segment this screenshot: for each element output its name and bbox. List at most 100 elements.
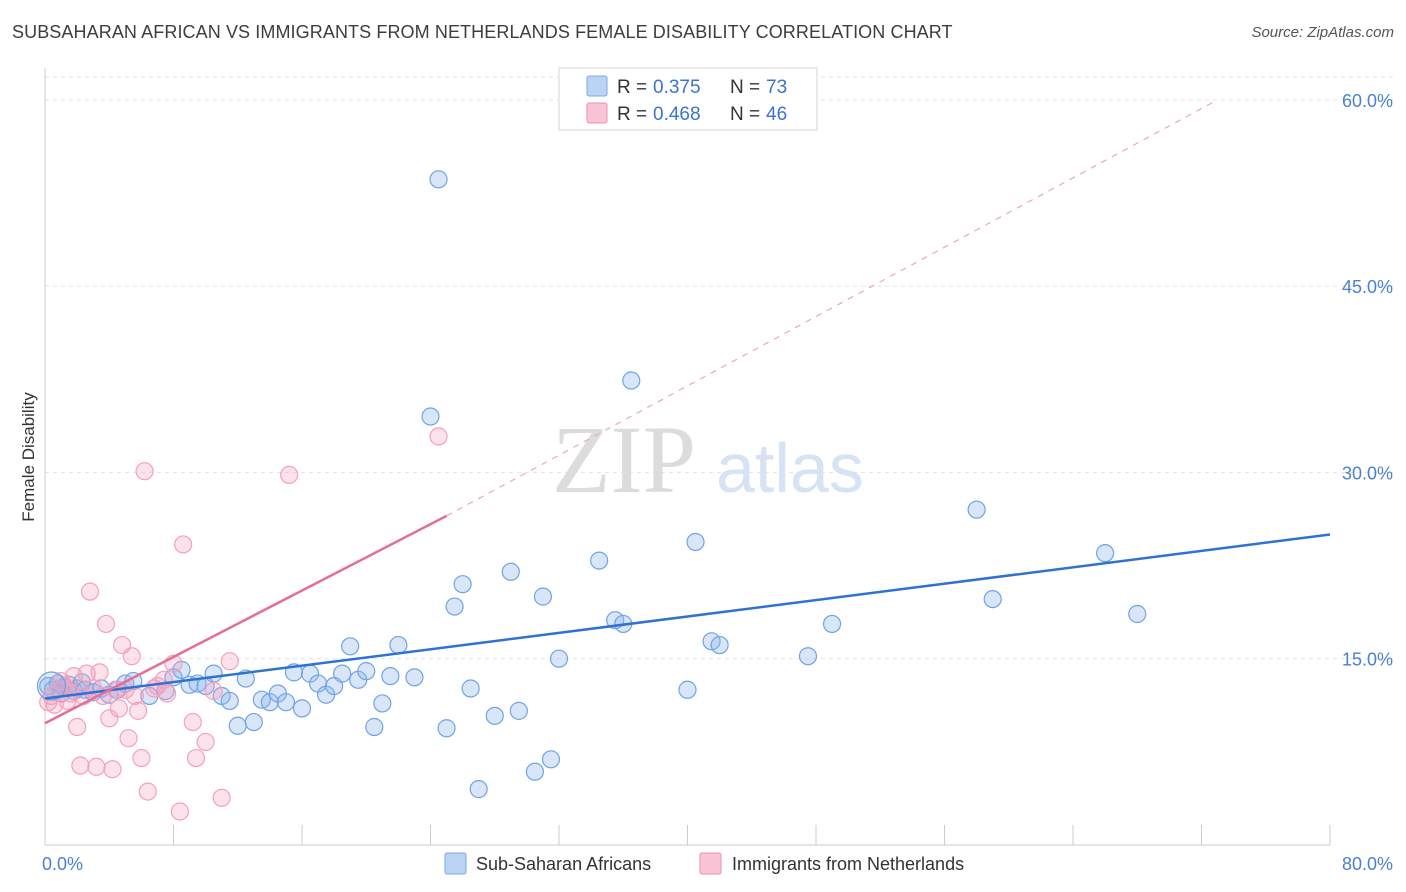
watermark-atlas-text: atlas [716, 429, 864, 507]
point-series2-9 [68, 717, 87, 737]
point-series1-43 [365, 717, 384, 737]
point-series1-54 [469, 780, 488, 799]
x-tick-labels: 0.0% 80.0% [42, 854, 1393, 874]
trend-lines [44, 99, 1331, 725]
point-series1-48 [421, 407, 440, 426]
point-series2-43 [212, 788, 231, 807]
correlation-legend: R = 0.375 N = 73 R = 0.468 N = 46 [558, 67, 818, 131]
point-series1-59 [533, 587, 553, 606]
point-series1-73 [983, 589, 1002, 609]
point-series1-51 [445, 597, 464, 616]
point-series1-72 [967, 500, 986, 519]
point-series2-44 [220, 652, 239, 671]
point-series1-40 [341, 637, 360, 656]
point-series2-19 [100, 709, 119, 728]
point-series2-20 [103, 760, 122, 779]
point-series1-32 [276, 693, 296, 712]
y-tick-label-2: 45.0% [1342, 277, 1393, 297]
point-series1-46 [389, 635, 408, 655]
y-tick-label-0: 15.0% [1342, 650, 1393, 670]
point-series1-26 [228, 716, 247, 735]
point-series2-10 [71, 756, 90, 775]
point-series1-60 [541, 750, 561, 769]
point-series1-55 [485, 706, 504, 725]
x-tick-label-1: 80.0% [1342, 854, 1393, 874]
point-series2-40 [186, 748, 206, 768]
data-points [36, 170, 1147, 821]
point-series1-71 [822, 614, 842, 634]
legend-r-label-2: R = [617, 104, 647, 125]
point-series2-27 [125, 686, 145, 706]
watermark: ZIP atlas [552, 406, 864, 513]
point-series1-44 [373, 694, 392, 713]
y-axis-label: Female Disability [19, 392, 38, 522]
point-series1-69 [710, 635, 729, 655]
point-series2-37 [170, 802, 190, 821]
legend-r-value-2: 0.468 [653, 104, 701, 125]
point-series1-42 [357, 662, 376, 681]
point-series2-13 [80, 582, 100, 601]
legend-swatch-pink [586, 102, 608, 124]
point-cluster-origin [36, 671, 67, 701]
point-series2-16 [90, 663, 109, 682]
point-series2-31 [138, 782, 157, 801]
point-series1-34 [292, 699, 312, 718]
point-series2-5 [55, 676, 74, 696]
point-series2-18 [96, 614, 116, 634]
point-series2-22 [109, 699, 128, 718]
trend-line-series1 [44, 533, 1331, 700]
grid-lines [45, 76, 1393, 660]
chart-title: SUBSAHARAN AFRICAN VS IMMIGRANTS FROM NE… [12, 22, 953, 42]
point-series2-42 [204, 681, 223, 701]
point-series1-65 [622, 371, 641, 390]
legend-swatch-blue [586, 75, 608, 97]
point-series2-38 [174, 535, 193, 554]
y-tick-label-3: 60.0% [1342, 91, 1393, 111]
trend-extension-series2 [446, 99, 1218, 517]
point-series1-23 [204, 664, 223, 683]
point-series1-62 [590, 551, 609, 570]
point-series1-75 [1128, 604, 1147, 624]
point-series1-47 [405, 668, 424, 687]
point-series1-56 [501, 562, 520, 581]
watermark-zip-text: ZIP [552, 406, 696, 513]
legend-r-value-1: 0.375 [653, 77, 701, 98]
legend-r-label-1: R = [617, 77, 647, 98]
point-series1-57 [509, 701, 528, 720]
series-legend-swatch-1 [444, 852, 467, 875]
point-series1-53 [461, 679, 480, 698]
y-tick-labels: 15.0% 30.0% 45.0% 60.0% [1342, 91, 1393, 670]
point-series2-45 [280, 465, 299, 485]
point-series1-52 [453, 575, 472, 594]
point-series1-39 [333, 664, 352, 683]
series-legend: Sub-Saharan Africans Immigrants from Net… [444, 852, 964, 875]
legend-n-value-1: 73 [766, 77, 787, 98]
point-series2-15 [87, 757, 106, 776]
point-series1-70 [798, 647, 818, 666]
point-series2-28 [129, 701, 148, 720]
point-series1-66 [678, 680, 697, 699]
point-series2-41 [196, 732, 215, 752]
legend-n-label-2: N = [730, 104, 760, 125]
trend-line-series2 [44, 514, 448, 725]
series-legend-label-1: Sub-Saharan Africans [476, 854, 651, 874]
point-series1-67 [686, 532, 705, 552]
x-tick-label-0: 0.0% [42, 854, 83, 874]
point-series1-61 [549, 649, 569, 668]
point-series2-30 [135, 462, 154, 481]
point-series2-26 [122, 647, 141, 666]
point-series1-45 [381, 666, 400, 686]
point-series1-49 [429, 170, 448, 189]
series-legend-swatch-2 [699, 852, 722, 875]
point-series2-39 [183, 712, 202, 732]
axes [44, 68, 1331, 846]
y-tick-label-1: 30.0% [1342, 463, 1393, 483]
series-legend-label-2: Immigrants from Netherlands [732, 854, 964, 874]
point-series1-28 [244, 712, 263, 732]
point-series1-58 [525, 762, 545, 781]
chart-source: Source: ZipAtlas.com [1251, 24, 1394, 41]
point-series1-50 [437, 719, 456, 738]
point-series1-74 [1096, 544, 1115, 563]
point-series2-29 [132, 748, 151, 768]
